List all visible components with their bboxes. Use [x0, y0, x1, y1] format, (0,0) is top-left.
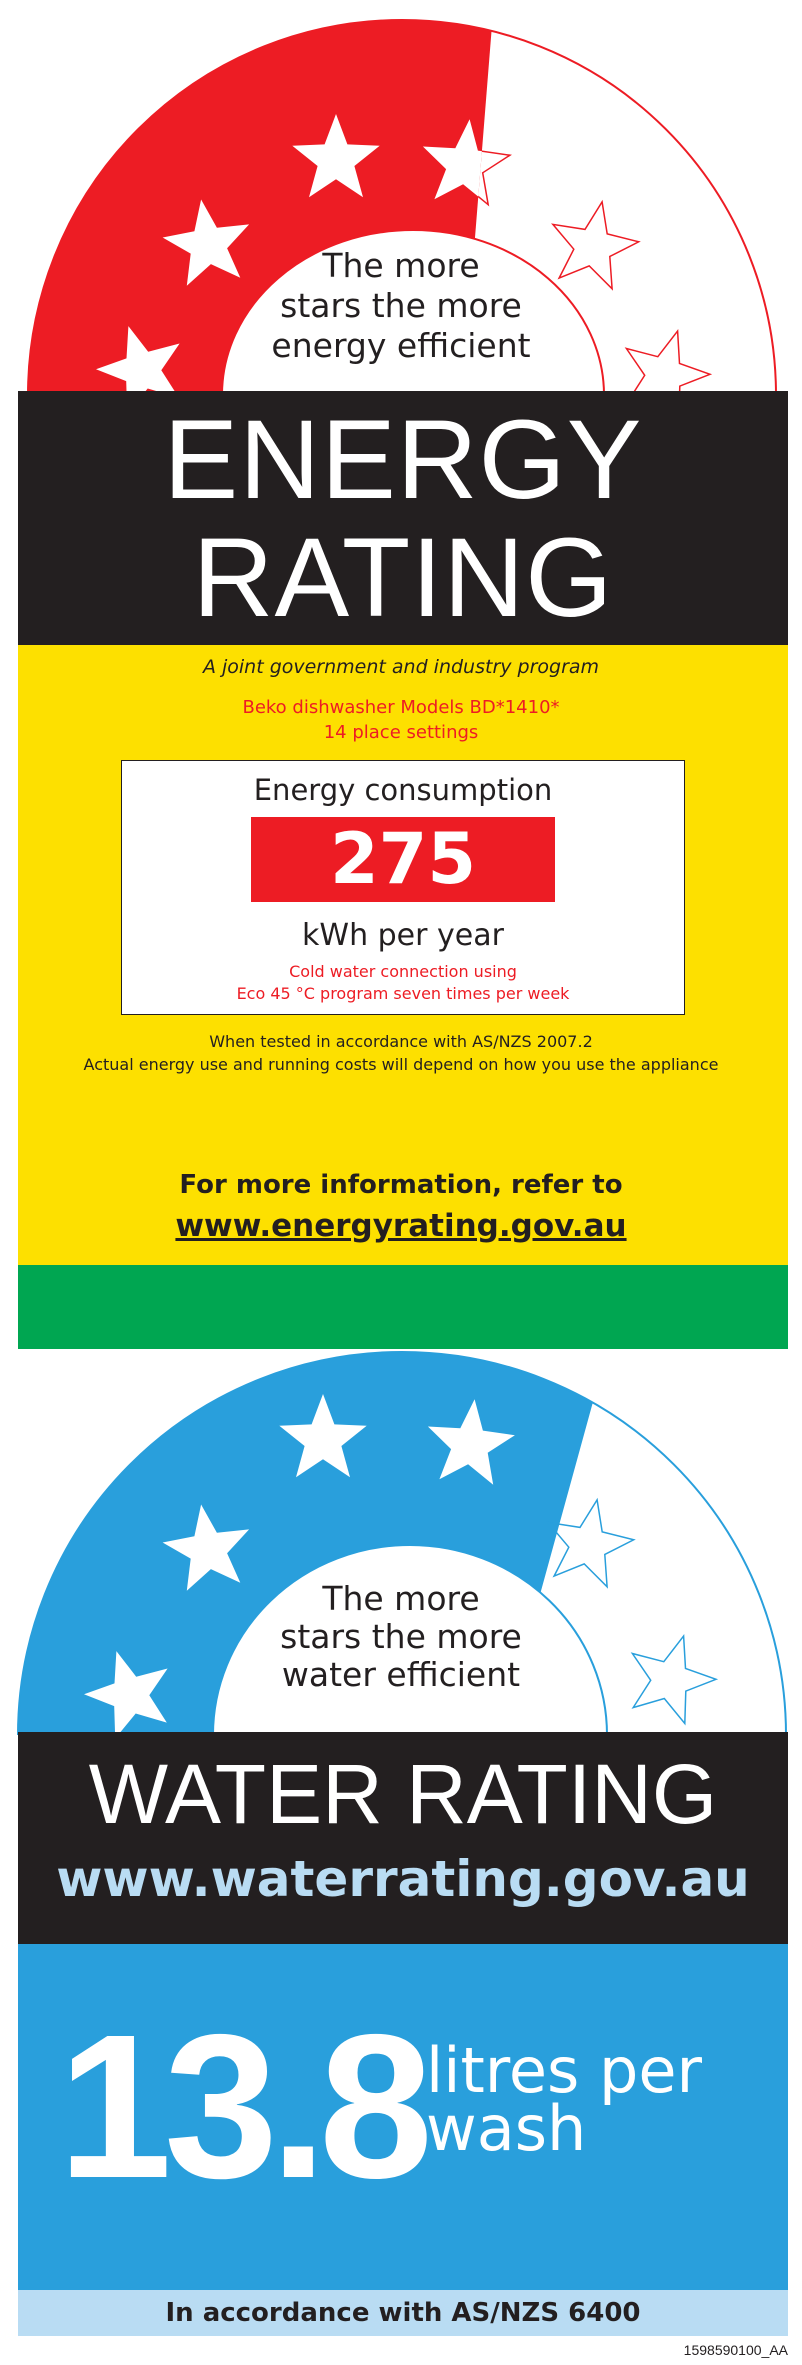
energy-title-line2: RATING — [192, 515, 614, 640]
water-title-band: WATER RATING www.waterrating.gov.au — [18, 1732, 788, 1944]
energy-rating-link[interactable]: www.energyrating.gov.au — [175, 1208, 627, 1244]
test-note: When tested in accordance with AS/NZS 20… — [209, 1032, 593, 1051]
star-filled-icon — [427, 1399, 515, 1485]
energy-title-line1: ENERGY — [163, 397, 643, 522]
condition-line: Cold water connection using — [289, 962, 517, 981]
tagline-line: The more — [322, 1579, 480, 1618]
star-half-filled-icon — [422, 119, 494, 205]
energy-title-band: ENERGY RATING — [18, 391, 788, 645]
water-standard: In accordance with AS/NZS 6400 — [18, 2290, 788, 2336]
star-filled-icon — [162, 199, 250, 286]
water-unit-line2: wash — [426, 2092, 587, 2165]
water-inner-arch — [211, 1544, 609, 1736]
water-value-panel: 13.8 litres per wash — [18, 1944, 788, 2290]
star-filled-icon — [292, 114, 380, 198]
tagline-line: The more — [322, 246, 480, 285]
water-arc-outline — [17, 1351, 787, 1736]
star-filled-icon — [162, 1504, 250, 1591]
energy-arc-outline — [27, 19, 777, 396]
tagline-line: water efficient — [281, 1655, 521, 1694]
tagline-line: energy efficient — [271, 326, 531, 365]
program-text: A joint government and industry program — [202, 656, 600, 678]
energy-inner-arch — [220, 229, 606, 396]
tagline-line: stars the more — [280, 1617, 522, 1656]
water-tagline: The more stars the more water efficient — [0, 1580, 802, 1694]
consumption-box: Energy consumption 275 kWh per year Cold… — [121, 760, 685, 1015]
model-text: Beko dishwasher Models BD*1410* — [242, 697, 560, 718]
more-info-text: For more information, refer to — [179, 1170, 623, 1200]
energy-star-arc — [27, 19, 777, 400]
star-filled-icon — [84, 1651, 168, 1739]
star-outline-icon — [630, 1634, 719, 1726]
energy-tagline: The more stars the more energy efficient — [0, 246, 802, 366]
consumption-label: Energy consumption — [253, 773, 553, 807]
star-filled-icon — [279, 1394, 367, 1478]
consumption-unit: kWh per year — [302, 918, 504, 953]
water-star-arc — [17, 1351, 787, 1739]
star-outline-icon — [551, 199, 641, 291]
usage-note: Actual energy use and running costs will… — [83, 1055, 719, 1074]
tagline-line: stars the more — [280, 286, 522, 325]
water-rating-link[interactable]: www.waterrating.gov.au — [56, 1850, 750, 1908]
water-title: WATER RATING — [88, 1747, 718, 1841]
footer-code: 1598590100_AA — [683, 2342, 788, 2358]
star-outline-icon — [546, 1497, 636, 1589]
star-filled-icon — [96, 326, 180, 400]
energy-green-strip — [18, 1265, 788, 1349]
capacity-text: 14 place settings — [323, 722, 479, 743]
condition-line: Eco 45 °C program seven times per week — [236, 984, 570, 1003]
water-value: 13.8 — [58, 1992, 433, 2221]
water-unit-line1: litres per — [426, 2034, 703, 2107]
consumption-value: 275 — [251, 817, 555, 902]
